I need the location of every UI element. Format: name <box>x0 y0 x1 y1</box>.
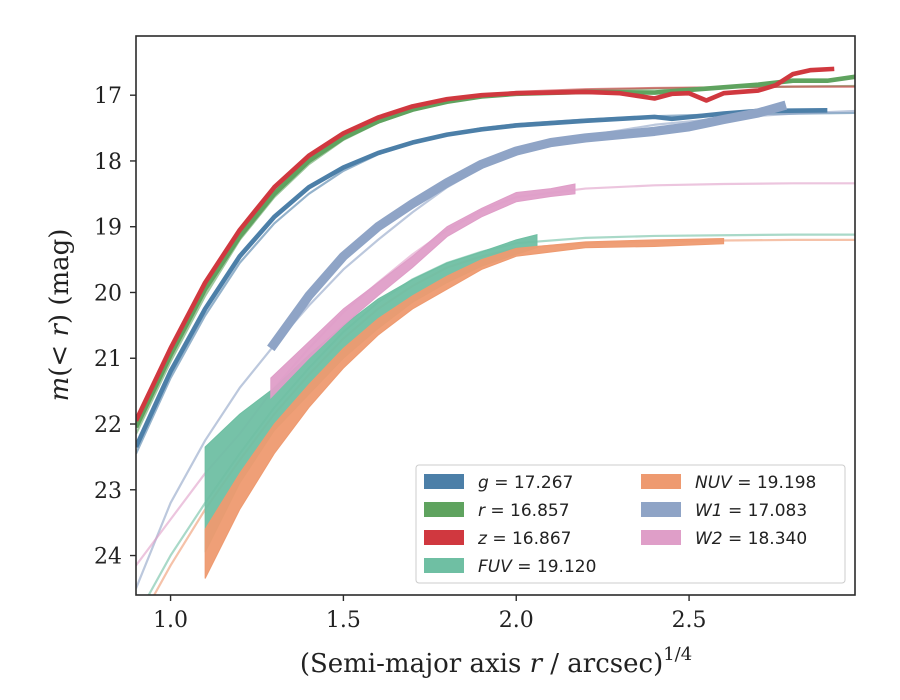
y-tick-label: 17 <box>94 84 122 109</box>
data-curve-g <box>136 108 828 448</box>
legend-swatch-fuv <box>424 558 464 573</box>
y-tick-label: 18 <box>94 150 122 175</box>
model-curve-w1 <box>136 109 855 589</box>
data-curve-r <box>136 74 855 429</box>
y-tick-label: 19 <box>94 216 122 241</box>
legend-swatch-w1 <box>641 502 681 517</box>
x-tick-label: 2.5 <box>672 608 707 633</box>
y-tick-label: 22 <box>94 413 122 438</box>
legend-label-z: z = 16.867 <box>477 529 571 549</box>
legend-swatch-r <box>424 502 464 517</box>
plot-frame <box>135 35 856 596</box>
legend-swatch-z <box>424 530 464 545</box>
y-tick-label: 21 <box>94 347 122 372</box>
legend-label-r: r = 16.857 <box>478 501 570 521</box>
legend: g = 17.267 r = 16.857 z = 16.867 FUV = 19.1… <box>415 464 846 584</box>
data-bands <box>136 66 855 579</box>
legend-box <box>415 464 846 584</box>
y-tick-label: 24 <box>94 545 122 570</box>
legend-label-w2: W2 = 18.340 <box>695 529 807 549</box>
data-curve-z <box>136 66 835 422</box>
legend-label-nuv: NUV = 19.198 <box>695 473 816 493</box>
axes: 1.0 1.5 2.0 2.5 17 18 19 20 21 22 23 24 <box>94 84 707 633</box>
x-tick-label: 2.0 <box>499 608 534 633</box>
y-tick-label: 23 <box>94 479 122 504</box>
legend-label-g: g = 17.267 <box>478 473 573 493</box>
x-tick-label: 1.5 <box>326 608 361 633</box>
data-band-w2 <box>270 183 576 399</box>
x-axis-label: (Semi-major axis r / arcsec)1/4 <box>300 644 692 679</box>
legend-label-w1: W1 = 17.083 <box>695 501 807 521</box>
y-tick-label: 20 <box>94 281 122 306</box>
legend-swatch-w2 <box>641 530 681 545</box>
y-axis-label: m(< r) (mag) <box>45 229 75 402</box>
data-curve-w1 <box>267 100 788 352</box>
legend-swatch-nuv <box>641 474 681 489</box>
x-tick-label: 1.0 <box>153 608 188 633</box>
data-band-nuv <box>204 238 725 579</box>
legend-swatch-g <box>424 474 464 489</box>
legend-label-fuv: FUV = 19.120 <box>478 557 596 577</box>
